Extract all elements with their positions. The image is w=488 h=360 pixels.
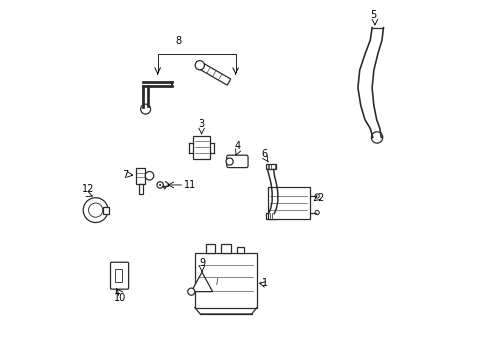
Bar — [236, 247, 244, 253]
Bar — [136, 168, 145, 184]
Bar — [102, 207, 109, 214]
Circle shape — [187, 288, 195, 295]
Bar — [139, 184, 143, 194]
Circle shape — [141, 104, 150, 114]
Circle shape — [314, 211, 319, 215]
Circle shape — [88, 203, 102, 217]
Bar — [115, 269, 121, 282]
Bar — [193, 136, 210, 159]
Text: 1: 1 — [261, 279, 267, 288]
Text: 9: 9 — [199, 258, 204, 268]
Text: 5: 5 — [369, 10, 376, 20]
Text: 10: 10 — [113, 293, 125, 303]
FancyBboxPatch shape — [226, 155, 247, 168]
Text: 4: 4 — [234, 141, 240, 150]
Bar — [266, 213, 275, 219]
Bar — [221, 244, 231, 253]
Circle shape — [157, 182, 163, 188]
Text: 6: 6 — [261, 149, 267, 159]
Circle shape — [370, 132, 382, 143]
Text: 2: 2 — [317, 193, 323, 203]
Polygon shape — [191, 272, 212, 292]
Circle shape — [225, 158, 233, 165]
Bar — [265, 165, 276, 169]
Text: 8: 8 — [176, 36, 182, 46]
Bar — [267, 187, 309, 219]
Circle shape — [195, 60, 204, 70]
Text: 11: 11 — [184, 180, 196, 190]
Circle shape — [145, 171, 153, 180]
Polygon shape — [198, 62, 230, 85]
FancyBboxPatch shape — [195, 253, 256, 307]
Text: 3: 3 — [198, 119, 204, 129]
Text: 7: 7 — [122, 170, 128, 180]
Circle shape — [314, 194, 319, 198]
FancyBboxPatch shape — [110, 262, 128, 289]
Text: 12: 12 — [82, 184, 95, 194]
Circle shape — [159, 184, 161, 186]
Circle shape — [83, 198, 108, 222]
Text: l: l — [215, 278, 217, 287]
Bar — [205, 244, 215, 253]
